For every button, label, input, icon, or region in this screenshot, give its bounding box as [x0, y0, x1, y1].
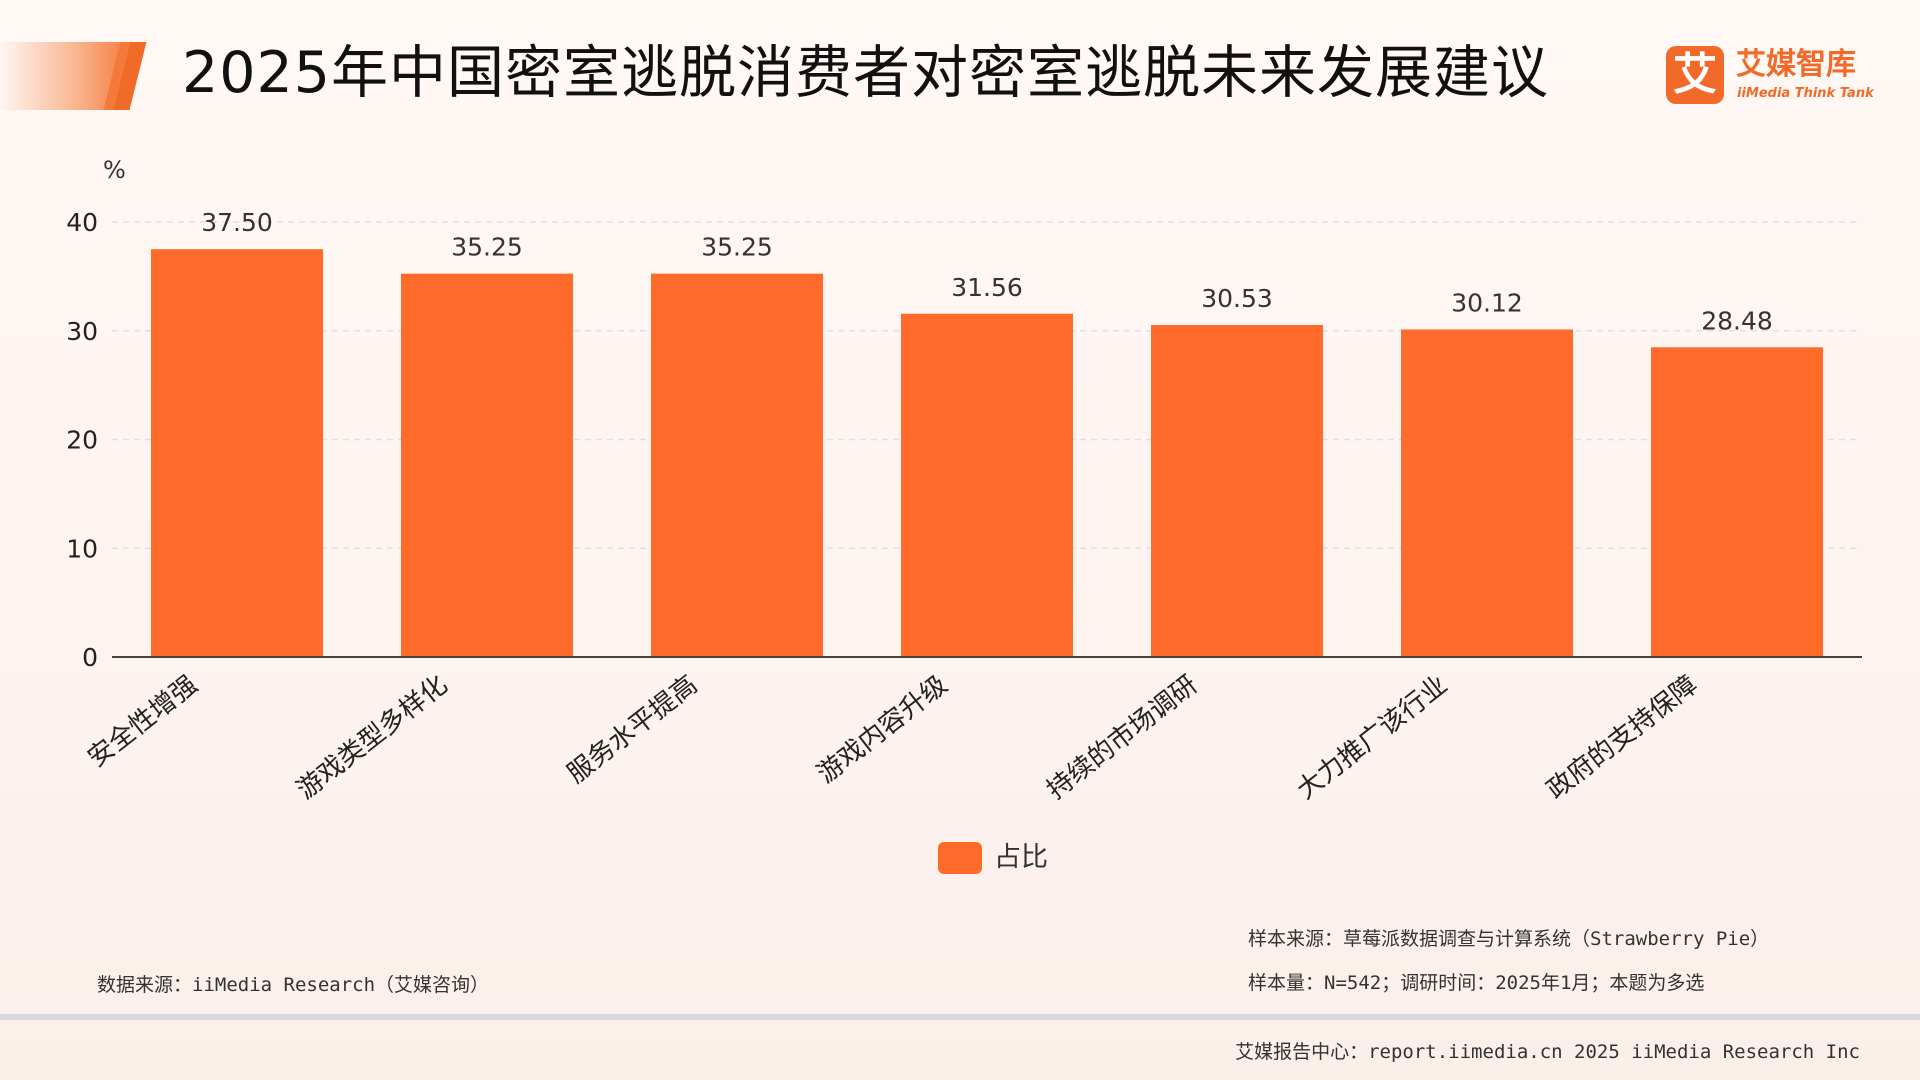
- x-tick-label: 游戏内容升级: [812, 670, 953, 790]
- y-axis-unit: %: [103, 156, 126, 184]
- x-tick-label: 持续的市场调研: [1041, 670, 1203, 806]
- data-label: 35.25: [451, 233, 523, 262]
- data-label: 35.25: [701, 233, 773, 262]
- sample-source-note: 样本来源：草莓派数据调查与计算系统（Strawberry Pie）: [1248, 928, 1770, 950]
- y-tick-label: 40: [66, 208, 98, 237]
- x-tick-label: 安全性增强: [82, 670, 203, 774]
- page-title: 2025年中国密室逃脱消费者对密室逃脱未来发展建议: [182, 40, 1550, 106]
- legend-label: 占比: [994, 842, 1048, 873]
- bar: [151, 249, 323, 657]
- logo-name-en: iiMedia Think Tank: [1737, 86, 1874, 101]
- brand-logo: 艾 艾媒智库 iiMedia Think Tank: [1666, 46, 1874, 108]
- bar: [1151, 324, 1323, 657]
- y-tick-label: 30: [66, 317, 98, 346]
- data-label: 28.48: [1701, 306, 1773, 335]
- y-tick-label: 20: [66, 426, 98, 455]
- footer-divider: [0, 1014, 1920, 1020]
- data-label: 31.56: [951, 273, 1023, 302]
- x-tick-label: 大力推广该行业: [1291, 670, 1453, 806]
- iimedia-logo-icon: 艾: [1666, 46, 1724, 104]
- x-tick-label: 游戏类型多样化: [291, 670, 453, 806]
- bar: [1651, 347, 1823, 657]
- y-tick-label: 10: [66, 534, 98, 563]
- bar: [1401, 329, 1573, 657]
- sample-size-note: 样本量：N=542；调研时间：2025年1月；本题为多选: [1248, 972, 1705, 994]
- footer-credit: 艾媒报告中心：report.iimedia.cn 2025 iiMedia Re…: [1235, 1041, 1860, 1063]
- legend-swatch: [938, 842, 982, 874]
- x-tick-label: 政府的支持保障: [1541, 670, 1703, 806]
- data-label: 30.12: [1451, 288, 1523, 317]
- data-label: 37.50: [201, 208, 273, 237]
- data-label: 30.53: [1201, 284, 1273, 313]
- bar: [651, 273, 823, 657]
- bar: [901, 313, 1073, 657]
- y-tick-label: 0: [82, 643, 98, 672]
- data-source-note: 数据来源：iiMedia Research（艾媒咨询）: [97, 974, 490, 996]
- x-tick-label: 服务水平提高: [562, 670, 703, 790]
- logo-name-cn: 艾媒智库: [1736, 47, 1856, 82]
- bar: [401, 273, 573, 657]
